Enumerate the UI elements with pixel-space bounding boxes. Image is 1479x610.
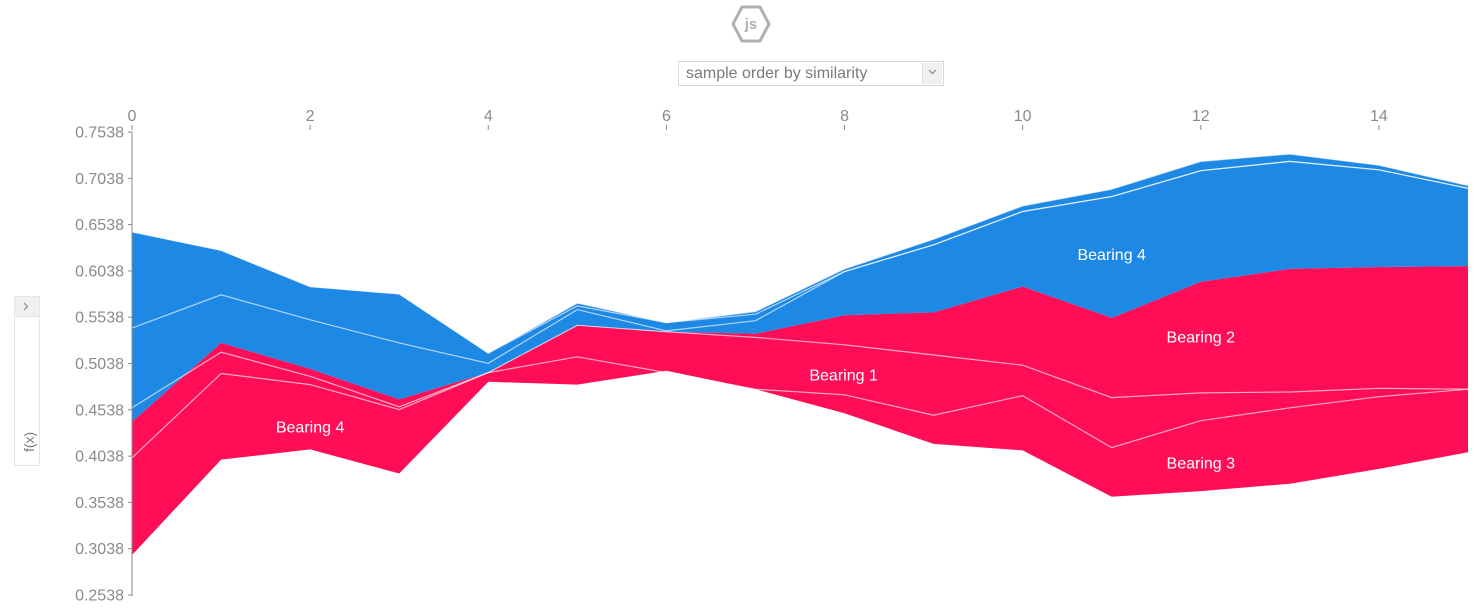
x-tick-label: 6: [662, 108, 671, 125]
area-labels: Bearing 4 Bearing 1 Bearing 2 Bearing 3 Bear…: [276, 247, 1235, 472]
y-tick-label: 0.3538: [75, 495, 124, 512]
chevron-down-icon[interactable]: [922, 63, 942, 84]
y-tick-label: 0.6038: [75, 263, 124, 280]
y-tick-label: 0.4038: [75, 449, 124, 466]
y-tick-label: 0.6538: [75, 217, 124, 234]
js-logo: js: [731, 5, 771, 43]
axes: 0.2538 0.3038 0.3538 0.4038 0.4538 0.5038 0.55…: [75, 108, 1388, 605]
x-tick-label: 14: [1370, 108, 1388, 125]
area-label: Bearing 3: [1167, 455, 1236, 472]
positive-feature-boundary: [131, 324, 1469, 409]
negative-area: [132, 154, 1468, 422]
x-tick-label: 0: [128, 108, 137, 125]
ordering-select-value: sample order by similarity: [686, 65, 868, 82]
area-label: Bearing 2: [1167, 330, 1236, 347]
y-tick-label: 0.7538: [75, 125, 124, 142]
y-tick-label: 0.7038: [75, 171, 124, 188]
x-tick-label: 10: [1014, 108, 1032, 125]
y-tick-label: 0.5538: [75, 310, 124, 327]
boundary-lines: [131, 153, 1469, 459]
x-tick-label: 8: [840, 108, 849, 125]
x-tick-label: 4: [484, 108, 493, 125]
positive-feature-boundary: [131, 356, 1469, 459]
positive-area: [132, 266, 1468, 555]
y-tick-label: 0.4538: [75, 402, 124, 419]
y-tick-label: 0.2538: [75, 588, 124, 605]
area-layer: [132, 154, 1468, 555]
ordering-select[interactable]: sample order by similarity: [678, 61, 944, 86]
area-label: Bearing 1: [809, 367, 878, 384]
js-logo-text: js: [744, 16, 758, 33]
top-outline: [131, 153, 1469, 354]
y-tick-label: 0.5038: [75, 356, 124, 373]
y-tick-label: 0.3038: [75, 541, 124, 558]
x-tick-label: 2: [306, 108, 315, 125]
area-label: Bearing 4: [1077, 247, 1146, 264]
chevron-right-icon[interactable]: [15, 297, 39, 317]
y-axis-selector[interactable]: f(x): [14, 296, 40, 466]
area-label: Bearing 4: [276, 419, 345, 436]
x-tick-label: 12: [1192, 108, 1210, 125]
